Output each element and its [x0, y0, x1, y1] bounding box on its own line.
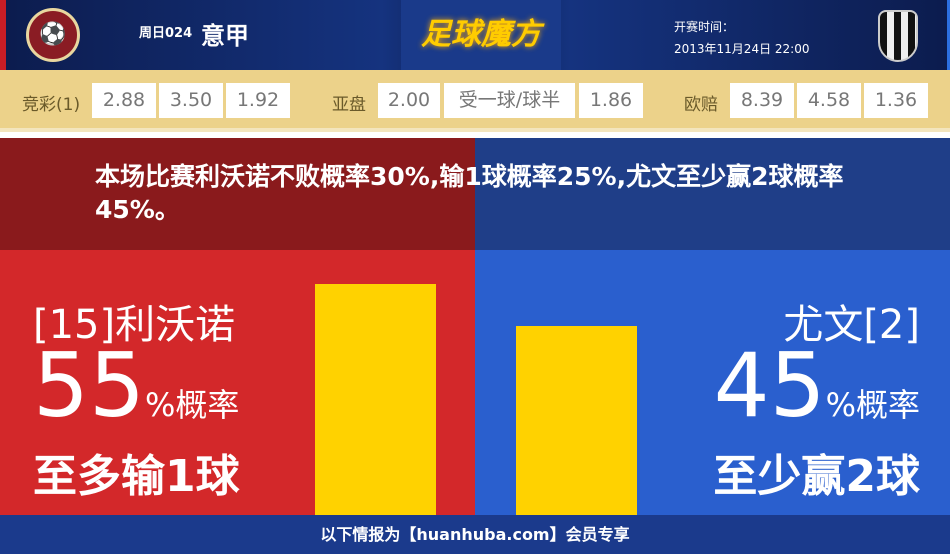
- match-header: ⚽ 周日024 意甲 足球魔方 开赛时间： 2013年11月24日 22:00: [0, 0, 950, 70]
- odds-value: 8.39: [730, 83, 794, 118]
- odds-value: 1.86: [579, 83, 643, 118]
- odds-value: 1.92: [226, 83, 290, 118]
- home-team-logo: ⚽: [26, 8, 80, 62]
- home-probability-bar: [315, 284, 436, 515]
- odds-value: 2.00: [378, 83, 440, 118]
- home-team-name: [15]利沃诺: [33, 302, 236, 348]
- home-percent-suffix: %概率: [144, 386, 240, 424]
- home-panel: [15]利沃诺 55%概率 至多输1球: [0, 250, 475, 515]
- away-result: 至少赢2球: [713, 451, 920, 502]
- away-team-name: 尤文[2]: [783, 302, 920, 348]
- home-percent-value: 55: [33, 334, 145, 437]
- prediction-message-band: 本场比赛利沃诺不败概率30%,输1球概率25%,尤文至少赢2球概率45%。: [0, 138, 950, 250]
- away-percent-value: 45: [713, 334, 826, 437]
- brand-logo: 足球魔方: [401, 0, 561, 70]
- odds-bar: 竞彩(1) 2.88 3.50 1.92 亚盘 2.00 受一球/球半 1.86…: [0, 70, 950, 132]
- odds-value: 3.50: [159, 83, 223, 118]
- odds-value: 4.58: [797, 83, 861, 118]
- odds-value: 受一球/球半: [444, 83, 575, 118]
- home-percent: 55%概率: [33, 342, 239, 449]
- oupei-label: 欧赔: [684, 95, 718, 115]
- away-team-logo: [878, 10, 918, 62]
- away-panel: 尤文[2] 45%概率 至少赢2球: [475, 250, 950, 515]
- away-probability-bar: [516, 326, 637, 515]
- prediction-message: 本场比赛利沃诺不败概率30%,输1球概率25%,尤文至少赢2球概率45%。: [95, 162, 844, 224]
- league-name: 意甲: [201, 22, 249, 50]
- away-percent: 45%概率: [714, 342, 920, 449]
- odds-value: 1.36: [864, 83, 928, 118]
- odds-value: 2.88: [92, 83, 156, 118]
- jingcai-label: 竞彩(1): [22, 95, 81, 115]
- home-result: 至多输1球: [33, 451, 240, 502]
- kickoff-label: 开赛时间：: [674, 20, 735, 34]
- yapan-label: 亚盘: [332, 95, 366, 115]
- kickoff-time: 2013年11月24日 22:00: [674, 42, 810, 56]
- match-round: 周日024: [139, 26, 193, 41]
- away-percent-suffix: %概率: [825, 386, 920, 424]
- members-only-footer[interactable]: 以下情报为【huanhuba.com】会员专享: [0, 515, 950, 554]
